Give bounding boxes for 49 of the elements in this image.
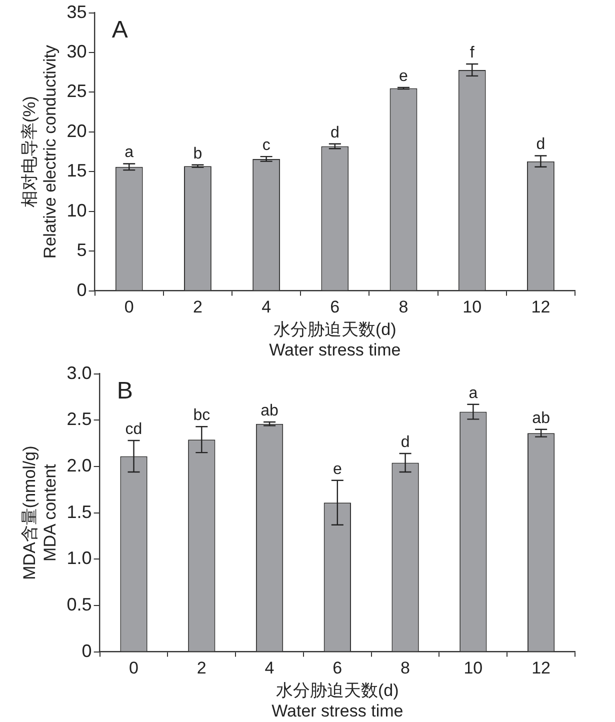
x-tick-label: 8: [400, 658, 410, 678]
x-tick-label: 6: [332, 658, 342, 678]
x-tick-label: 4: [262, 298, 272, 317]
x-tick-label: 4: [264, 658, 274, 678]
y-axis-title: 相对电导率(%) Relative electric conductivity: [20, 44, 60, 259]
x-tick-label: 0: [124, 298, 134, 317]
annotation: d: [536, 136, 546, 154]
y-tick-label: 25: [66, 81, 87, 102]
x-axis-title: 水分胁迫天数(d) Water stress time: [272, 681, 404, 720]
y-tick-label: 0: [76, 280, 87, 300]
y-tick-label: 2.5: [66, 409, 92, 430]
annotation: e: [332, 460, 342, 478]
y-tick-label: 30: [66, 41, 87, 62]
annotation: a: [468, 384, 478, 402]
x-tick-label: 6: [330, 298, 340, 317]
annotation: A: [112, 16, 128, 44]
annotation: c: [262, 136, 270, 154]
y-tick-label: 35: [66, 2, 87, 22]
y-tick-label: 1.5: [66, 502, 92, 522]
y-tick-label: 20: [66, 120, 87, 141]
annotation: ab: [532, 410, 550, 427]
x-tick-label: 8: [398, 298, 408, 317]
annotation: cd: [125, 420, 142, 438]
annotation: b: [193, 145, 202, 162]
annotation: B: [116, 377, 133, 404]
y-tick-label: 1.0: [66, 548, 92, 568]
annotation: f: [470, 44, 475, 62]
x-axis-title: 水分胁迫天数(d) Water stress time: [269, 320, 401, 360]
y-axis-title: MDA含量(nmol/g) MDA content: [20, 446, 60, 580]
y-tick-label: 10: [66, 200, 87, 220]
x-tick-label: 0: [129, 658, 138, 678]
annotation: ab: [260, 402, 279, 420]
x-tick-label: 12: [532, 658, 551, 678]
annotation: d: [400, 434, 410, 451]
x-tick-label: 12: [531, 298, 550, 317]
y-tick-label: 3.0: [66, 362, 92, 383]
x-tick-label: 10: [462, 298, 482, 317]
annotation: e: [399, 68, 408, 85]
x-tick-label: 10: [464, 658, 483, 678]
annotation: a: [124, 144, 134, 162]
annotation: bc: [193, 407, 210, 424]
annotation: d: [330, 124, 340, 142]
x-tick-label: 2: [192, 298, 202, 317]
y-tick-label: 2.0: [66, 455, 92, 476]
y-tick-label: 5: [76, 240, 87, 260]
y-tick-label: 15: [66, 160, 87, 181]
y-tick-label: 0.5: [66, 594, 92, 614]
x-tick-label: 2: [196, 658, 206, 678]
y-tick-label: 0: [82, 640, 92, 661]
